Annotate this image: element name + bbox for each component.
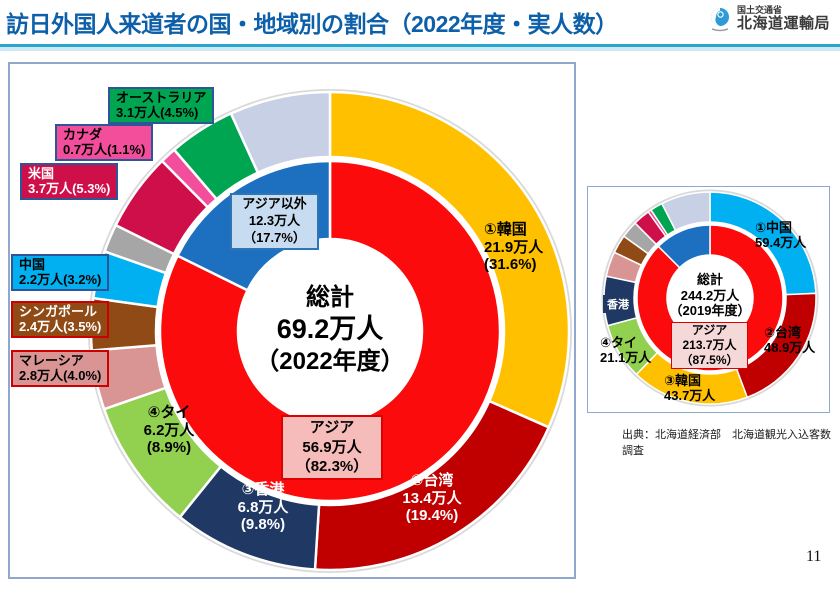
small-asia-total-box: アジア 213.7万人 （87.5%） [671, 322, 748, 369]
title-bar: 訪日外国人来道者の国・地域別の割合（2022年度・実人数） 国土交通省 北海道運… [0, 0, 840, 44]
canada-callout: カナダ 0.7万人(1.1%) [55, 124, 154, 162]
hongkong-segment-label: ③香港 6.8万人 (9.8%) [237, 481, 289, 534]
non-asia-total-box: アジア以外 12.3万人 （17.7%） [230, 193, 319, 250]
donut-1-segment-アジア以外 [657, 224, 711, 269]
small-taiwan-label: ②台湾 48.9万人 [764, 325, 816, 355]
source-note: 出典：北海道経済部 北海道観光入込客数調査 [622, 429, 831, 457]
page-number: 11 [806, 548, 822, 565]
thailand-segment-label: ④タイ 6.2万人 (8.9%) [143, 404, 195, 457]
header-divider-light [0, 47, 840, 51]
mlit-swirl-icon [710, 8, 729, 32]
taiwan-segment-label: ②台湾 13.4万人 (19.4%) [402, 472, 462, 525]
mlit-logo: 国土交通省 北海道運輸局 [708, 5, 830, 32]
small-thailand-label: ④タイ 21.1万人 [600, 335, 652, 365]
china-callout: 中国 2.2万人(3.2%) [11, 254, 110, 292]
page-title: 訪日外国人来道者の国・地域別の割合（2022年度・実人数） [6, 11, 618, 37]
asia-total-box: アジア 56.9万人 （82.3%） [281, 415, 383, 480]
small-donut-center-label: 総計 244.2万人 （2019年度） [669, 272, 751, 319]
main-total-value: 69.2万人 [276, 314, 384, 344]
main-total-caption: 総計 [306, 284, 354, 311]
agency-name-large: 北海道運輸局 [736, 14, 830, 32]
australia-callout: オーストラリア 3.1万人(4.5%) [108, 87, 215, 125]
donut-0-segment-韓国 [328, 90, 571, 429]
logo-text: 国土交通省 北海道運輸局 [736, 5, 830, 32]
donut-0-segment-その他 [229, 90, 332, 175]
small-hongkong-chip: 香港 [603, 295, 633, 313]
malaysia-callout: マレーシア 2.8万人(4.0%) [11, 350, 110, 388]
agency-name-small: 国土交通省 [736, 5, 782, 16]
header-divider-dark [0, 44, 840, 47]
main-total-year: （2022年度） [255, 347, 405, 375]
small-korea-label: ③韓国 43.7万人 [664, 373, 716, 403]
donut-1-segment-その他 [660, 191, 711, 232]
small-china-label: ①中国 59.4万人 [755, 220, 807, 250]
usa-callout: 米国 3.7万人(5.3%) [20, 163, 119, 201]
main-donut-center-label: 総計 69.2万人 （2022年度） [230, 283, 430, 377]
donut-0-segment-アジア [158, 159, 502, 503]
singapore-callout: シンガポール 2.4万人(3.5%) [11, 301, 110, 339]
korea-segment-label: ①韓国 21.9万人 (31.6%) [484, 221, 544, 274]
